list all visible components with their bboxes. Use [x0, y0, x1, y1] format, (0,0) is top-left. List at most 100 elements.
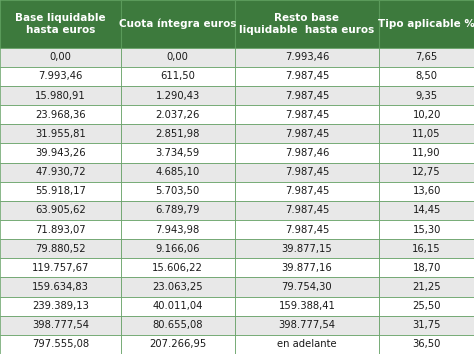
Bar [0, 105, 121, 124]
Text: 1.290,43: 1.290,43 [155, 91, 200, 101]
Text: 7.987,45: 7.987,45 [285, 205, 329, 216]
Text: 36,50: 36,50 [412, 339, 441, 349]
Bar [235, 201, 379, 220]
Bar [121, 297, 235, 316]
Bar [0, 86, 121, 105]
Text: 13,60: 13,60 [412, 186, 441, 196]
Text: 7.987,45: 7.987,45 [285, 72, 329, 81]
Text: 7.993,46: 7.993,46 [285, 52, 329, 62]
Text: 31,75: 31,75 [412, 320, 441, 330]
Bar [0, 67, 121, 86]
Text: 797.555,08: 797.555,08 [32, 339, 89, 349]
Text: 2.037,26: 2.037,26 [155, 110, 200, 120]
Bar [379, 67, 474, 86]
Text: 21,25: 21,25 [412, 282, 441, 292]
Text: 9.166,06: 9.166,06 [155, 244, 200, 254]
Text: 18,70: 18,70 [412, 263, 441, 273]
Bar [379, 105, 474, 124]
Text: 25,50: 25,50 [412, 301, 441, 311]
Text: 79.880,52: 79.880,52 [35, 244, 86, 254]
Text: Cuota íntegra euros: Cuota íntegra euros [119, 19, 237, 29]
Text: en adelante: en adelante [277, 339, 337, 349]
Text: 7.987,45: 7.987,45 [285, 167, 329, 177]
Text: 7.993,46: 7.993,46 [38, 72, 82, 81]
Bar [379, 297, 474, 316]
Bar [379, 48, 474, 67]
Text: 80.655,08: 80.655,08 [153, 320, 203, 330]
Text: 2.851,98: 2.851,98 [155, 129, 200, 139]
Bar [235, 182, 379, 201]
Bar [379, 124, 474, 143]
Text: 159.388,41: 159.388,41 [279, 301, 335, 311]
Text: 7.987,45: 7.987,45 [285, 129, 329, 139]
Bar [121, 258, 235, 278]
Bar [121, 48, 235, 67]
Bar [379, 162, 474, 182]
Text: 23.968,36: 23.968,36 [35, 110, 86, 120]
Text: 0,00: 0,00 [49, 52, 72, 62]
Bar [121, 86, 235, 105]
Text: 55.918,17: 55.918,17 [35, 186, 86, 196]
Bar [0, 297, 121, 316]
Bar [235, 105, 379, 124]
Text: 12,75: 12,75 [412, 167, 441, 177]
Text: 159.634,83: 159.634,83 [32, 282, 89, 292]
Bar [235, 124, 379, 143]
Bar [379, 239, 474, 258]
Bar [121, 143, 235, 162]
Text: 11,05: 11,05 [412, 129, 441, 139]
Text: 7.987,45: 7.987,45 [285, 110, 329, 120]
Bar [0, 162, 121, 182]
Text: 6.789,79: 6.789,79 [155, 205, 200, 216]
Bar [0, 316, 121, 335]
Bar [121, 182, 235, 201]
Bar [121, 220, 235, 239]
Bar [379, 335, 474, 354]
Bar [235, 48, 379, 67]
Text: 14,45: 14,45 [412, 205, 441, 216]
Text: Base liquidable
hasta euros: Base liquidable hasta euros [15, 13, 106, 35]
Text: 40.011,04: 40.011,04 [153, 301, 203, 311]
Bar [121, 278, 235, 297]
Bar [0, 258, 121, 278]
Bar [0, 239, 121, 258]
Bar [121, 67, 235, 86]
Text: 15,30: 15,30 [412, 224, 441, 235]
Bar [0, 220, 121, 239]
Bar [379, 316, 474, 335]
Bar [121, 201, 235, 220]
Bar [0, 0, 121, 48]
Text: 4.685,10: 4.685,10 [155, 167, 200, 177]
Text: 239.389,13: 239.389,13 [32, 301, 89, 311]
Text: 9,35: 9,35 [416, 91, 438, 101]
Bar [379, 201, 474, 220]
Text: 398.777,54: 398.777,54 [278, 320, 336, 330]
Bar [235, 220, 379, 239]
Bar [235, 316, 379, 335]
Bar [0, 278, 121, 297]
Bar [121, 105, 235, 124]
Text: 11,90: 11,90 [412, 148, 441, 158]
Bar [235, 143, 379, 162]
Text: 63.905,62: 63.905,62 [35, 205, 86, 216]
Text: 79.754,30: 79.754,30 [282, 282, 332, 292]
Bar [379, 220, 474, 239]
Text: 10,20: 10,20 [412, 110, 441, 120]
Text: 16,15: 16,15 [412, 244, 441, 254]
Bar [121, 0, 235, 48]
Bar [0, 201, 121, 220]
Bar [379, 143, 474, 162]
Bar [121, 335, 235, 354]
Text: 39.877,16: 39.877,16 [282, 263, 332, 273]
Bar [379, 278, 474, 297]
Text: 7.987,45: 7.987,45 [285, 186, 329, 196]
Text: 0,00: 0,00 [167, 52, 189, 62]
Text: 5.703,50: 5.703,50 [155, 186, 200, 196]
Bar [121, 124, 235, 143]
Text: 7.987,45: 7.987,45 [285, 91, 329, 101]
Bar [235, 0, 379, 48]
Bar [235, 335, 379, 354]
Bar [235, 239, 379, 258]
Bar [0, 335, 121, 354]
Text: 7,65: 7,65 [416, 52, 438, 62]
